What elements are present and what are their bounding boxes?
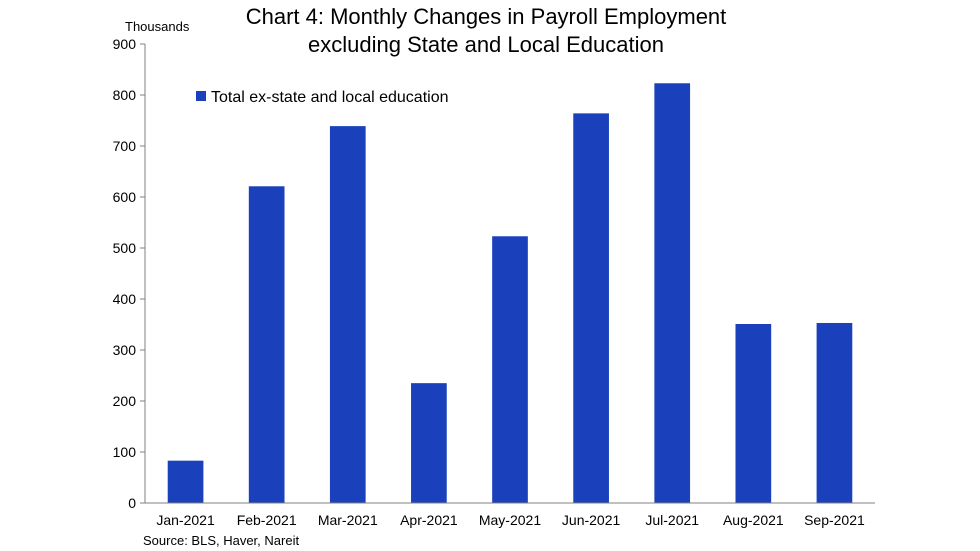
x-tick-label: Sep-2021 <box>804 512 865 528</box>
bar-apr-2021 <box>411 383 447 503</box>
bar-mar-2021 <box>329 126 366 504</box>
y-tick-label: 500 <box>113 240 137 256</box>
y-tick-label: 700 <box>113 138 137 154</box>
legend-label: Total ex-state and local education <box>211 89 448 106</box>
y-tick-label: 300 <box>113 342 137 358</box>
x-tick-label: Jan-2021 <box>156 512 215 528</box>
y-axis-label: Thousands <box>125 19 190 34</box>
chart-title: Chart 4: Monthly Changes in Payroll Empl… <box>246 4 727 29</box>
y-tick-label: 400 <box>113 291 137 307</box>
x-tick-label: Jun-2021 <box>562 512 621 528</box>
bar-jul-2021 <box>654 83 691 504</box>
y-axis: 0 100 200 300 400 500 600 700 800 900 <box>113 36 145 511</box>
bar-aug-2021 <box>735 323 772 503</box>
bars <box>167 83 853 504</box>
chart-subtitle: excluding State and Local Education <box>308 32 664 57</box>
bar-feb-2021 <box>248 186 285 504</box>
x-tick-label: Jul-2021 <box>645 512 699 528</box>
legend: Total ex-state and local education <box>196 89 448 106</box>
y-tick-label: 600 <box>113 189 137 205</box>
bar-may-2021 <box>492 236 528 503</box>
y-tick-label: 100 <box>113 444 137 460</box>
bar-jun-2021 <box>573 113 609 504</box>
y-tick-label: 900 <box>113 36 137 52</box>
bar-jan-2021 <box>167 460 204 503</box>
y-tick-label: 0 <box>128 495 136 511</box>
x-axis: Jan-2021 Feb-2021 Mar-2021 Apr-2021 May-2021… <box>156 512 865 528</box>
source-note: Source: BLS, Haver, Nareit <box>143 533 299 548</box>
x-tick-label: Apr-2021 <box>400 512 458 528</box>
legend-swatch <box>196 91 206 101</box>
y-tick-label: 800 <box>113 87 137 103</box>
x-tick-label: Feb-2021 <box>237 512 297 528</box>
x-tick-label: Aug-2021 <box>723 512 784 528</box>
x-tick-label: Mar-2021 <box>318 512 378 528</box>
bar-sep-2021 <box>816 322 853 503</box>
x-tick-label: May-2021 <box>479 512 541 528</box>
y-tick-label: 200 <box>113 393 137 409</box>
